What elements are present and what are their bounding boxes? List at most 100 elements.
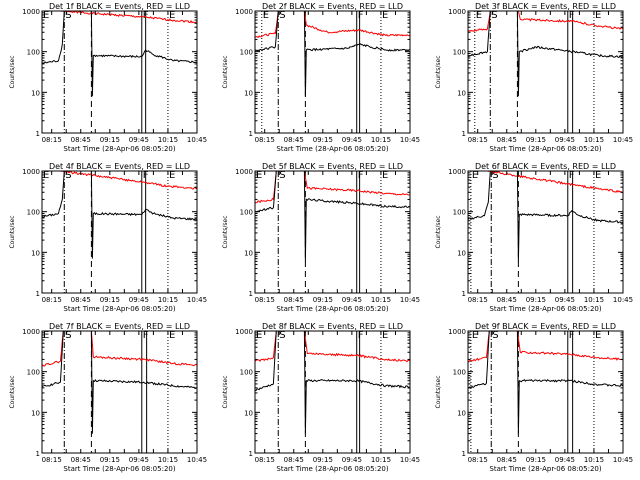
y-tick-label: 1000: [235, 8, 253, 16]
y-tick-label: 100: [240, 209, 253, 217]
x-tick-label: 09:45: [555, 296, 575, 304]
x-tick-label: 09:15: [313, 456, 333, 464]
x-tick-label: 10:45: [400, 456, 420, 464]
x-tick-label: 09:45: [555, 456, 575, 464]
y-tick-label: 10: [457, 89, 466, 97]
y-tick-label: 100: [240, 369, 253, 377]
event-marker-label: S: [65, 330, 71, 341]
x-tick-label: 08:45: [71, 296, 91, 304]
x-tick-label: 08:15: [468, 456, 488, 464]
event-marker-label: E: [472, 170, 478, 181]
y-axis-label: Counts/sec: [222, 215, 229, 248]
y-tick-label: 10: [244, 409, 253, 417]
y-tick-label: 1: [249, 290, 253, 298]
y-axis-label: Counts/sec: [9, 55, 16, 88]
x-tick-label: 09:15: [313, 136, 333, 144]
y-tick-label: 100: [453, 49, 466, 57]
panel-title: Det 9f BLACK = Events, RED = LLD: [475, 322, 616, 331]
x-tick-label: 08:45: [497, 296, 517, 304]
plot-frame: [41, 170, 198, 294]
x-tick-label: 09:45: [342, 456, 362, 464]
event-marker-label: S: [279, 330, 285, 341]
x-tick-label: 10:45: [613, 456, 633, 464]
event-rate-line: [467, 10, 624, 97]
x-tick-label: 10:45: [613, 296, 633, 304]
event-marker-label: F: [569, 330, 575, 341]
y-tick-label: 1000: [235, 328, 253, 336]
event-marker-label: F: [143, 330, 149, 341]
y-tick-label: 1000: [235, 168, 253, 176]
x-axis-label: Start Time (28-Apr-06 08:05:20): [276, 465, 388, 473]
detector-panel-1: Det 1f BLACK = Events, RED = LLDESFE1101…: [9, 2, 207, 153]
event-marker-label: E: [169, 170, 175, 181]
y-tick-label: 100: [27, 369, 40, 377]
y-tick-label: 1: [462, 130, 466, 138]
y-tick-label: 10: [457, 409, 466, 417]
x-tick-label: 09:15: [100, 296, 120, 304]
event-marker-label: F: [358, 330, 364, 341]
x-axis-label: Start Time (28-Apr-06 08:05:20): [489, 465, 601, 473]
plot-frame: [41, 330, 198, 454]
event-marker-label: E: [382, 330, 388, 341]
y-tick-label: 1: [249, 450, 253, 458]
y-tick-label: 1000: [22, 168, 40, 176]
x-axis-label: Start Time (28-Apr-06 08:05:20): [63, 305, 175, 313]
event-marker-label: E: [256, 170, 262, 181]
panel-title: Det 5f BLACK = Events, RED = LLD: [262, 162, 403, 171]
x-tick-label: 08:15: [42, 296, 62, 304]
event-rate-line: [41, 10, 198, 97]
x-tick-label: 09:45: [129, 136, 149, 144]
x-tick-label: 10:45: [187, 456, 207, 464]
event-marker-label: F: [569, 10, 575, 21]
y-tick-label: 1: [36, 450, 40, 458]
x-tick-label: 08:15: [255, 136, 275, 144]
event-marker-label: S: [65, 170, 71, 181]
x-tick-label: 10:15: [371, 296, 391, 304]
y-axis-label: Counts/sec: [435, 375, 442, 408]
x-tick-label: 10:15: [371, 136, 391, 144]
y-tick-label: 10: [31, 409, 40, 417]
x-axis-label: Start Time (28-Apr-06 08:05:20): [489, 145, 601, 153]
x-tick-label: 09:45: [555, 136, 575, 144]
y-tick-label: 1000: [448, 328, 466, 336]
plot-frame: [41, 10, 198, 134]
event-marker-label: E: [169, 10, 175, 21]
y-tick-label: 100: [27, 209, 40, 217]
x-tick-label: 08:15: [255, 296, 275, 304]
y-axis-label: Counts/sec: [9, 215, 16, 248]
event-marker-label: S: [279, 10, 285, 21]
plot-frame: [254, 10, 411, 134]
event-marker-label: E: [169, 330, 175, 341]
x-tick-label: 10:45: [187, 136, 207, 144]
event-marker-label: E: [476, 10, 482, 21]
x-tick-label: 08:15: [468, 136, 488, 144]
event-marker-label: S: [65, 10, 71, 21]
panel-title: Det 1f BLACK = Events, RED = LLD: [49, 2, 190, 11]
x-tick-label: 08:15: [468, 296, 488, 304]
panel-title: Det 8f BLACK = Events, RED = LLD: [262, 322, 403, 331]
x-tick-label: 09:45: [342, 296, 362, 304]
x-tick-label: 08:45: [284, 456, 304, 464]
x-tick-label: 08:15: [42, 136, 62, 144]
x-tick-label: 09:45: [342, 136, 362, 144]
panel-title: Det 6f BLACK = Events, RED = LLD: [475, 162, 616, 171]
x-tick-label: 10:15: [158, 296, 178, 304]
y-axis-label: Counts/sec: [222, 375, 229, 408]
x-tick-label: 10:45: [613, 136, 633, 144]
x-tick-label: 10:15: [584, 136, 604, 144]
x-tick-label: 10:45: [187, 296, 207, 304]
y-tick-label: 10: [244, 89, 253, 97]
event-marker-label: E: [43, 10, 49, 21]
detector-panel-4: Det 4f BLACK = Events, RED = LLDESFE1101…: [9, 162, 207, 313]
event-rate-line: [41, 170, 197, 259]
x-tick-label: 09:45: [129, 296, 149, 304]
x-tick-label: 10:45: [400, 136, 420, 144]
y-axis-label: Counts/sec: [9, 375, 16, 408]
lld-rate-line: [42, 10, 198, 24]
event-marker-label: S: [492, 170, 498, 181]
